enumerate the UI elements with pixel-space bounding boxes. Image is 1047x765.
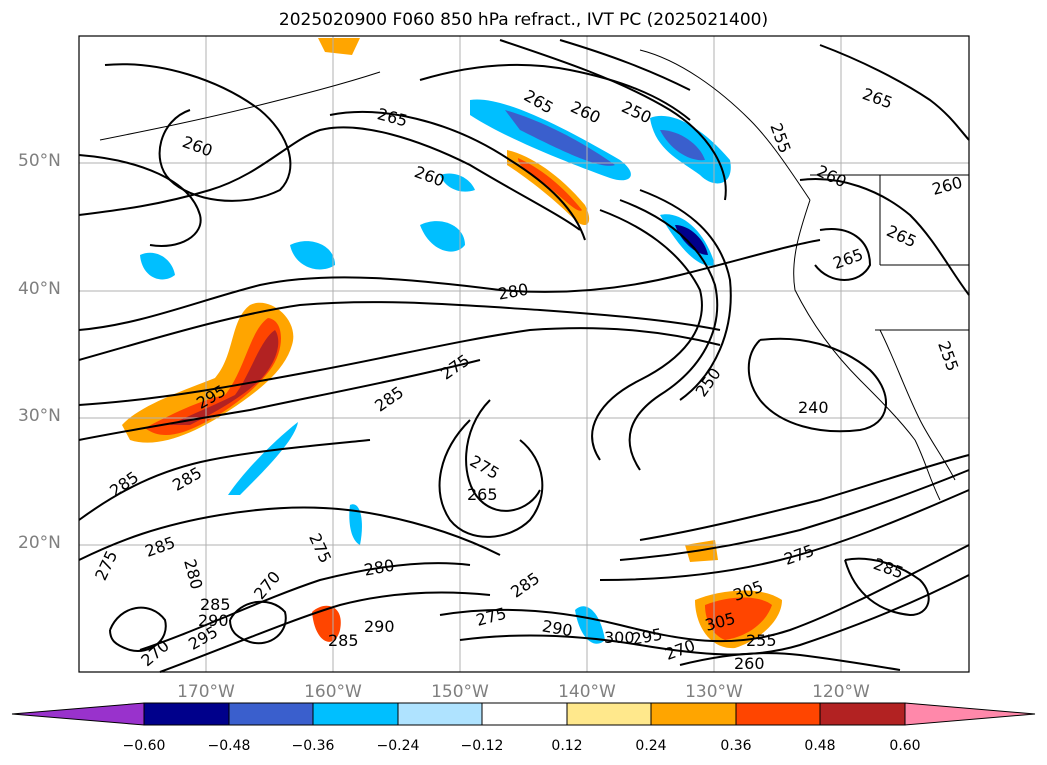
negative-anomaly-south [575,606,605,644]
contour-29 [639,454,970,541]
positive-anomaly-west-peak [170,330,279,425]
colorbar-tick-label: 0.12 [551,738,583,754]
negative-anomaly-streak [228,422,298,495]
positive-anomaly-south-core [705,597,772,640]
negative-anomaly-northeast-core [660,130,705,161]
colorbar-tick-label: 0.48 [804,738,836,754]
colorbar-tick-label: −0.24 [376,738,420,754]
contour-14 [591,209,703,461]
colorbar-bin [566,702,652,726]
colorbar-tick-label: −0.12 [460,738,504,754]
positive-anomaly-north-core [518,158,582,211]
contour-24 [159,591,491,673]
contour-2 [78,154,202,247]
contour-27 [599,489,970,581]
contour-20 [814,228,872,281]
contour-30 [679,652,901,671]
lat-label-30n: 30°N [18,406,61,426]
contour-5 [78,239,821,331]
colorbar-bin [650,702,737,726]
contour-label: 285 [328,631,359,650]
contour-label: 240 [798,398,829,417]
negative-anomaly-coast-core [675,225,708,255]
alaska-coast [639,49,811,201]
contour-25 [439,544,970,643]
contour-label: 265 [467,485,498,504]
state-borders [810,174,969,331]
contour-16 [639,189,732,401]
chart-title: 2025020900 F060 850 hPa refract., IVT PC… [278,10,769,30]
contour-label: 255 [746,631,777,650]
contour-label: 260 [734,654,765,673]
negative-anomaly-small [349,504,362,545]
contour-23 [139,562,471,651]
aleutian-chain [99,71,381,141]
contour-8 [78,359,481,441]
contour-4 [329,111,586,241]
contour-28 [619,469,970,561]
colorbar-bin [735,702,821,726]
positive-anomaly-west [122,302,294,443]
colorbar-bin [143,702,230,726]
contour-33 [844,557,930,617]
colorbar [11,702,1036,726]
contour-3 [78,126,581,231]
colorbar-extend-min [11,702,145,726]
lon-label-130w: 130°W [685,682,743,702]
lat-label-50n: 50°N [18,151,61,171]
colorbar-bin [228,702,314,726]
contour-22 [819,44,970,141]
contour-1 [104,63,292,202]
contour-32 [229,600,287,645]
negative-anomaly-blob-4 [440,173,475,192]
positive-anomaly-small [312,605,341,642]
lon-label-140w: 140°W [558,682,616,702]
north-america-coast [793,199,941,501]
lon-label-160w: 160°W [304,682,362,702]
lon-label-150w: 150°W [431,682,489,702]
contour-10 [78,506,501,561]
colorbar-extend-max [904,702,1036,726]
contour-31 [109,606,167,652]
contour-13 [559,39,691,91]
contour-17 [438,419,544,538]
contour-19 [747,337,887,433]
plot-frame [78,35,970,673]
colorbar-tick-label: −0.60 [122,738,166,754]
contour-label: 300 [604,628,635,647]
colorbar-tick-label: 0.24 [635,738,667,754]
lon-label-120w: 120°W [812,682,870,702]
contour-label: 290 [198,611,229,630]
colorbar-bin [819,702,906,726]
contour-21 [799,178,970,296]
contour-7 [78,327,721,406]
lat-label-40n: 40°N [18,279,61,299]
contour-label: 290 [364,617,395,636]
contour-15 [619,199,719,471]
colorbar-tick-label: −0.36 [291,738,335,754]
lon-label-170w: 170°W [177,682,235,702]
lat-label-20n: 20°N [18,533,61,553]
contour-12 [499,39,727,201]
contour-6 [78,301,721,361]
colorbar-tick-label: −0.48 [207,738,251,754]
colorbar-bin [397,702,483,726]
colorbar-bin [312,702,399,726]
contour-11 [419,63,691,121]
positive-anomaly-top [318,38,360,55]
contour-9 [78,439,371,521]
gridlines [79,36,969,672]
colorbar-tick-label: 0.36 [720,738,752,754]
contour-label: 285 [200,595,231,614]
contour-lines [78,39,970,673]
colorbar-tick-label: 0.60 [889,738,921,754]
contour-18 [465,399,541,512]
colorbar-bin [481,702,568,726]
negative-anomaly-blob-1 [420,221,465,252]
negative-anomaly-blob-2 [290,241,335,270]
negative-anomaly-blob-3 [140,252,175,280]
